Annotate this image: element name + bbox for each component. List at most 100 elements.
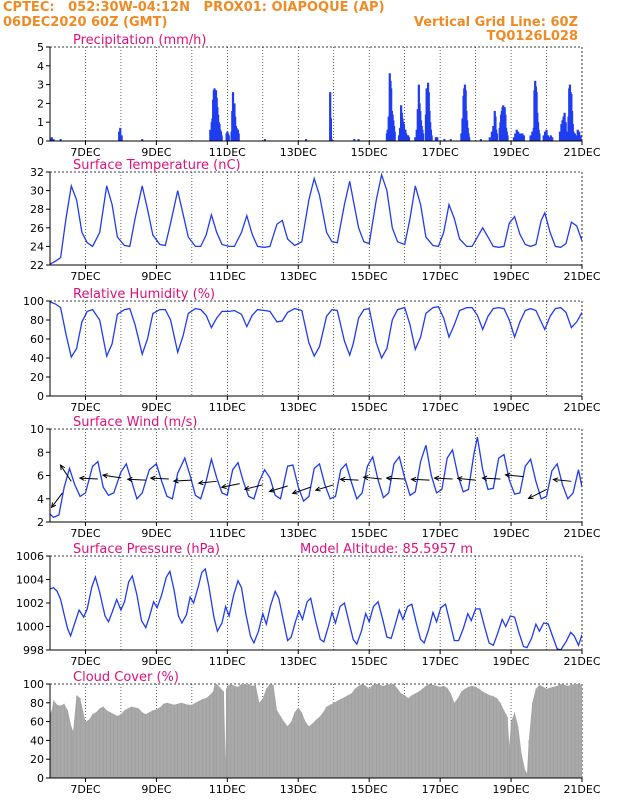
wind-vector <box>410 476 430 483</box>
wind-vector <box>126 476 146 483</box>
wind-vector-shaft <box>315 484 334 491</box>
y-tick-label: 0 <box>37 772 44 785</box>
wind-vector-head <box>220 483 227 489</box>
series-line <box>50 436 582 519</box>
bar <box>512 137 516 141</box>
bar <box>393 131 396 141</box>
plot-area <box>50 73 582 141</box>
bar <box>548 137 551 141</box>
panel-title: Relative Humidity (%) <box>73 287 215 302</box>
bar <box>546 135 550 141</box>
wind-vector-shaft <box>292 486 311 494</box>
bar <box>490 131 494 141</box>
y-tick-label: 8 <box>37 446 44 459</box>
y-tick-label: 30 <box>30 185 44 198</box>
x-tick-label: 11DEC <box>209 527 246 540</box>
bar <box>542 135 545 141</box>
wind-vector-shaft <box>528 489 547 499</box>
bar <box>538 133 541 141</box>
grid-note: Vertical Grid Line: 60Z <box>413 15 578 30</box>
x-tick-label: 15DEC <box>351 270 388 283</box>
y-tick-label: 0 <box>37 390 44 403</box>
y-tick-label: 100 <box>23 295 44 308</box>
bar <box>357 139 360 141</box>
bar <box>531 131 534 141</box>
y-tick-label: 1000 <box>16 621 44 634</box>
bar <box>519 133 523 141</box>
panel-title: Surface Temperature (nC) <box>73 158 241 173</box>
x-tick-label: 19DEC <box>493 527 530 540</box>
bar <box>521 133 524 141</box>
wind-vector <box>456 476 476 482</box>
wind-vector <box>172 478 192 484</box>
bar <box>565 131 568 141</box>
bar <box>506 135 509 141</box>
panel-title: Cloud Cover (%) <box>73 670 179 685</box>
y-tick-label: 22 <box>30 259 44 272</box>
wind-vector-head <box>291 489 298 495</box>
wind-vector-head <box>552 477 559 483</box>
bar <box>479 139 483 141</box>
x-tick-label: 21DEC <box>563 270 600 283</box>
x-tick-label: 7DEC <box>70 783 100 796</box>
x-tick-label: 15DEC <box>351 146 388 159</box>
x-tick-label: 7DEC <box>70 401 100 414</box>
x-tick-label: 19DEC <box>493 146 530 159</box>
bar <box>545 129 548 141</box>
panel-5: 998 1000 1002 1004 1006 7DEC 9DEC 11DEC 13DEC 15D… <box>16 542 601 668</box>
bar <box>467 133 470 141</box>
model-code: TQ0126L028 <box>486 29 578 44</box>
x-tick-label: 21DEC <box>563 146 600 159</box>
x-tick-label: 19DEC <box>493 783 530 796</box>
wind-vector-head <box>172 478 179 484</box>
x-tick-label: 7DEC <box>70 527 100 540</box>
x-tick-label: 17DEC <box>422 270 459 283</box>
bar <box>120 135 123 141</box>
bar <box>573 133 577 141</box>
panel-2: 22 24 26 28 30 32 7DEC 9DEC 11DEC 13DEC 15DEC 17DEC… <box>30 158 601 283</box>
bar <box>492 125 495 141</box>
wind-vector-shaft <box>482 477 501 480</box>
bar <box>330 139 333 141</box>
wind-vector <box>59 464 72 482</box>
y-tick-label: 4 <box>37 60 44 73</box>
wind-vector <box>481 475 501 481</box>
y-tick-label: 2 <box>37 97 44 110</box>
bar <box>407 137 411 141</box>
wind-vector-head <box>50 502 57 509</box>
x-tick-label: 13DEC <box>280 270 317 283</box>
bar <box>220 135 223 141</box>
x-tick-label: 21DEC <box>563 655 600 668</box>
bar <box>353 139 356 141</box>
panel-1: 0 1 2 3 4 5 7DEC 9DEC 11DEC 13DEC 15DEC 17DEC 19DEC 2… <box>37 33 601 159</box>
x-tick-label: 15DEC <box>351 655 388 668</box>
wind-vector <box>149 475 169 481</box>
x-tick-label: 9DEC <box>141 146 171 159</box>
x-tick-label: 11DEC <box>209 655 246 668</box>
x-tick-label: 11DEC <box>209 401 246 414</box>
bar <box>578 131 581 141</box>
wind-vector-shaft <box>198 480 217 484</box>
bar <box>443 139 446 141</box>
x-tick-label: 19DEC <box>493 270 530 283</box>
x-tick-label: 11DEC <box>209 270 246 283</box>
wind-vector-shaft <box>102 474 122 479</box>
x-tick-label: 11DEC <box>209 146 246 159</box>
y-tick-label: 20 <box>30 753 44 766</box>
y-tick-label: 998 <box>23 644 44 657</box>
panel-title: Surface Wind (m/s) <box>73 415 197 430</box>
x-tick-label: 11DEC <box>209 783 246 796</box>
bar <box>488 137 491 141</box>
series-line <box>50 301 582 360</box>
y-tick-label: 28 <box>30 203 44 216</box>
bar <box>422 133 425 141</box>
x-tick-label: 13DEC <box>280 527 317 540</box>
wind-vector-shaft <box>340 478 359 481</box>
x-tick-label: 21DEC <box>563 783 600 796</box>
wind-vector-shaft <box>363 476 382 480</box>
wind-vector-shaft <box>386 477 405 480</box>
wind-vector-shaft <box>244 484 263 490</box>
series-line <box>50 172 582 265</box>
wind-vector <box>78 475 98 481</box>
